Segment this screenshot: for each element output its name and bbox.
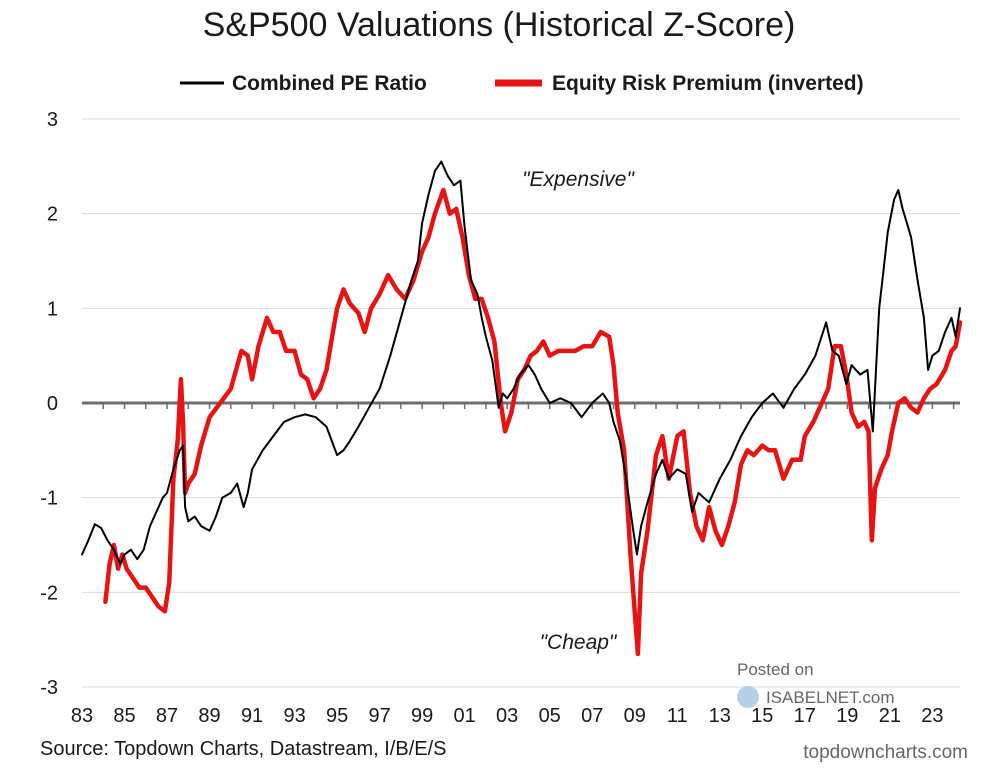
legend-label-erp: Equity Risk Premium (inverted): [552, 72, 864, 95]
x-tick-label: 91: [241, 705, 263, 727]
series-line-equity-risk-premium: [103, 187, 963, 657]
series-lines: [81, 160, 963, 657]
x-tick-label: 01: [454, 705, 476, 727]
annotation-expensive: "Expensive": [522, 168, 635, 191]
series-line-combined-pe: [81, 160, 961, 565]
annotation-cheap: "Cheap": [540, 631, 618, 654]
x-tick-label: 13: [709, 705, 731, 727]
x-tick-label: 99: [411, 705, 433, 727]
y-tick-label: 3: [47, 109, 58, 131]
x-tick-label: 95: [326, 705, 348, 727]
footer-url: topdowncharts.com: [803, 742, 968, 763]
x-tick-label: 07: [581, 705, 603, 727]
y-tick-label: 1: [47, 298, 58, 320]
source-note: Source: Topdown Charts, Datastream, I/B/…: [40, 738, 446, 760]
x-tick-label: 93: [283, 705, 305, 727]
posted-on-label: Posted on: [737, 660, 814, 679]
isabelnet-watermark: Posted on ISABELNET.com: [737, 660, 895, 708]
x-tick-label: 23: [921, 705, 943, 727]
legend: Combined PE Ratio Equity Risk Premium (i…: [180, 72, 864, 95]
isabelnet-globe-icon: [737, 686, 759, 708]
y-tick-label: -3: [40, 677, 58, 699]
x-tick-label: 97: [369, 705, 391, 727]
legend-label-combined-pe: Combined PE Ratio: [232, 72, 427, 95]
x-tick-label: 19: [836, 705, 858, 727]
y-tick-label: 2: [47, 204, 58, 226]
x-tick-label: 21: [879, 705, 901, 727]
x-tick-label: 83: [71, 705, 93, 727]
y-axis-ticks: 3 2 1 0 -1 -2 -3: [40, 109, 58, 699]
y-tick-label: 0: [47, 393, 58, 415]
x-tick-label: 05: [539, 705, 561, 727]
x-tick-label: 89: [198, 705, 220, 727]
chart-title: S&P500 Valuations (Historical Z-Score): [203, 6, 796, 44]
x-tick-label: 09: [624, 705, 646, 727]
x-tick-label: 03: [496, 705, 518, 727]
isabelnet-label: ISABELNET.com: [766, 688, 895, 707]
y-tick-label: -2: [40, 582, 58, 604]
x-tick-label: 87: [156, 705, 178, 727]
gridlines: [82, 118, 960, 688]
x-tick-label: 11: [667, 705, 688, 727]
x-tick-label: 17: [794, 705, 816, 727]
x-tick-label: 85: [113, 705, 135, 727]
x-axis-ticks: 83 85 87 89 91 93 95 97 99 01 03 05 07 09 11 13 15 17 19 21…: [71, 403, 955, 727]
y-tick-label: -1: [40, 488, 58, 510]
x-tick-label: 15: [751, 705, 773, 727]
